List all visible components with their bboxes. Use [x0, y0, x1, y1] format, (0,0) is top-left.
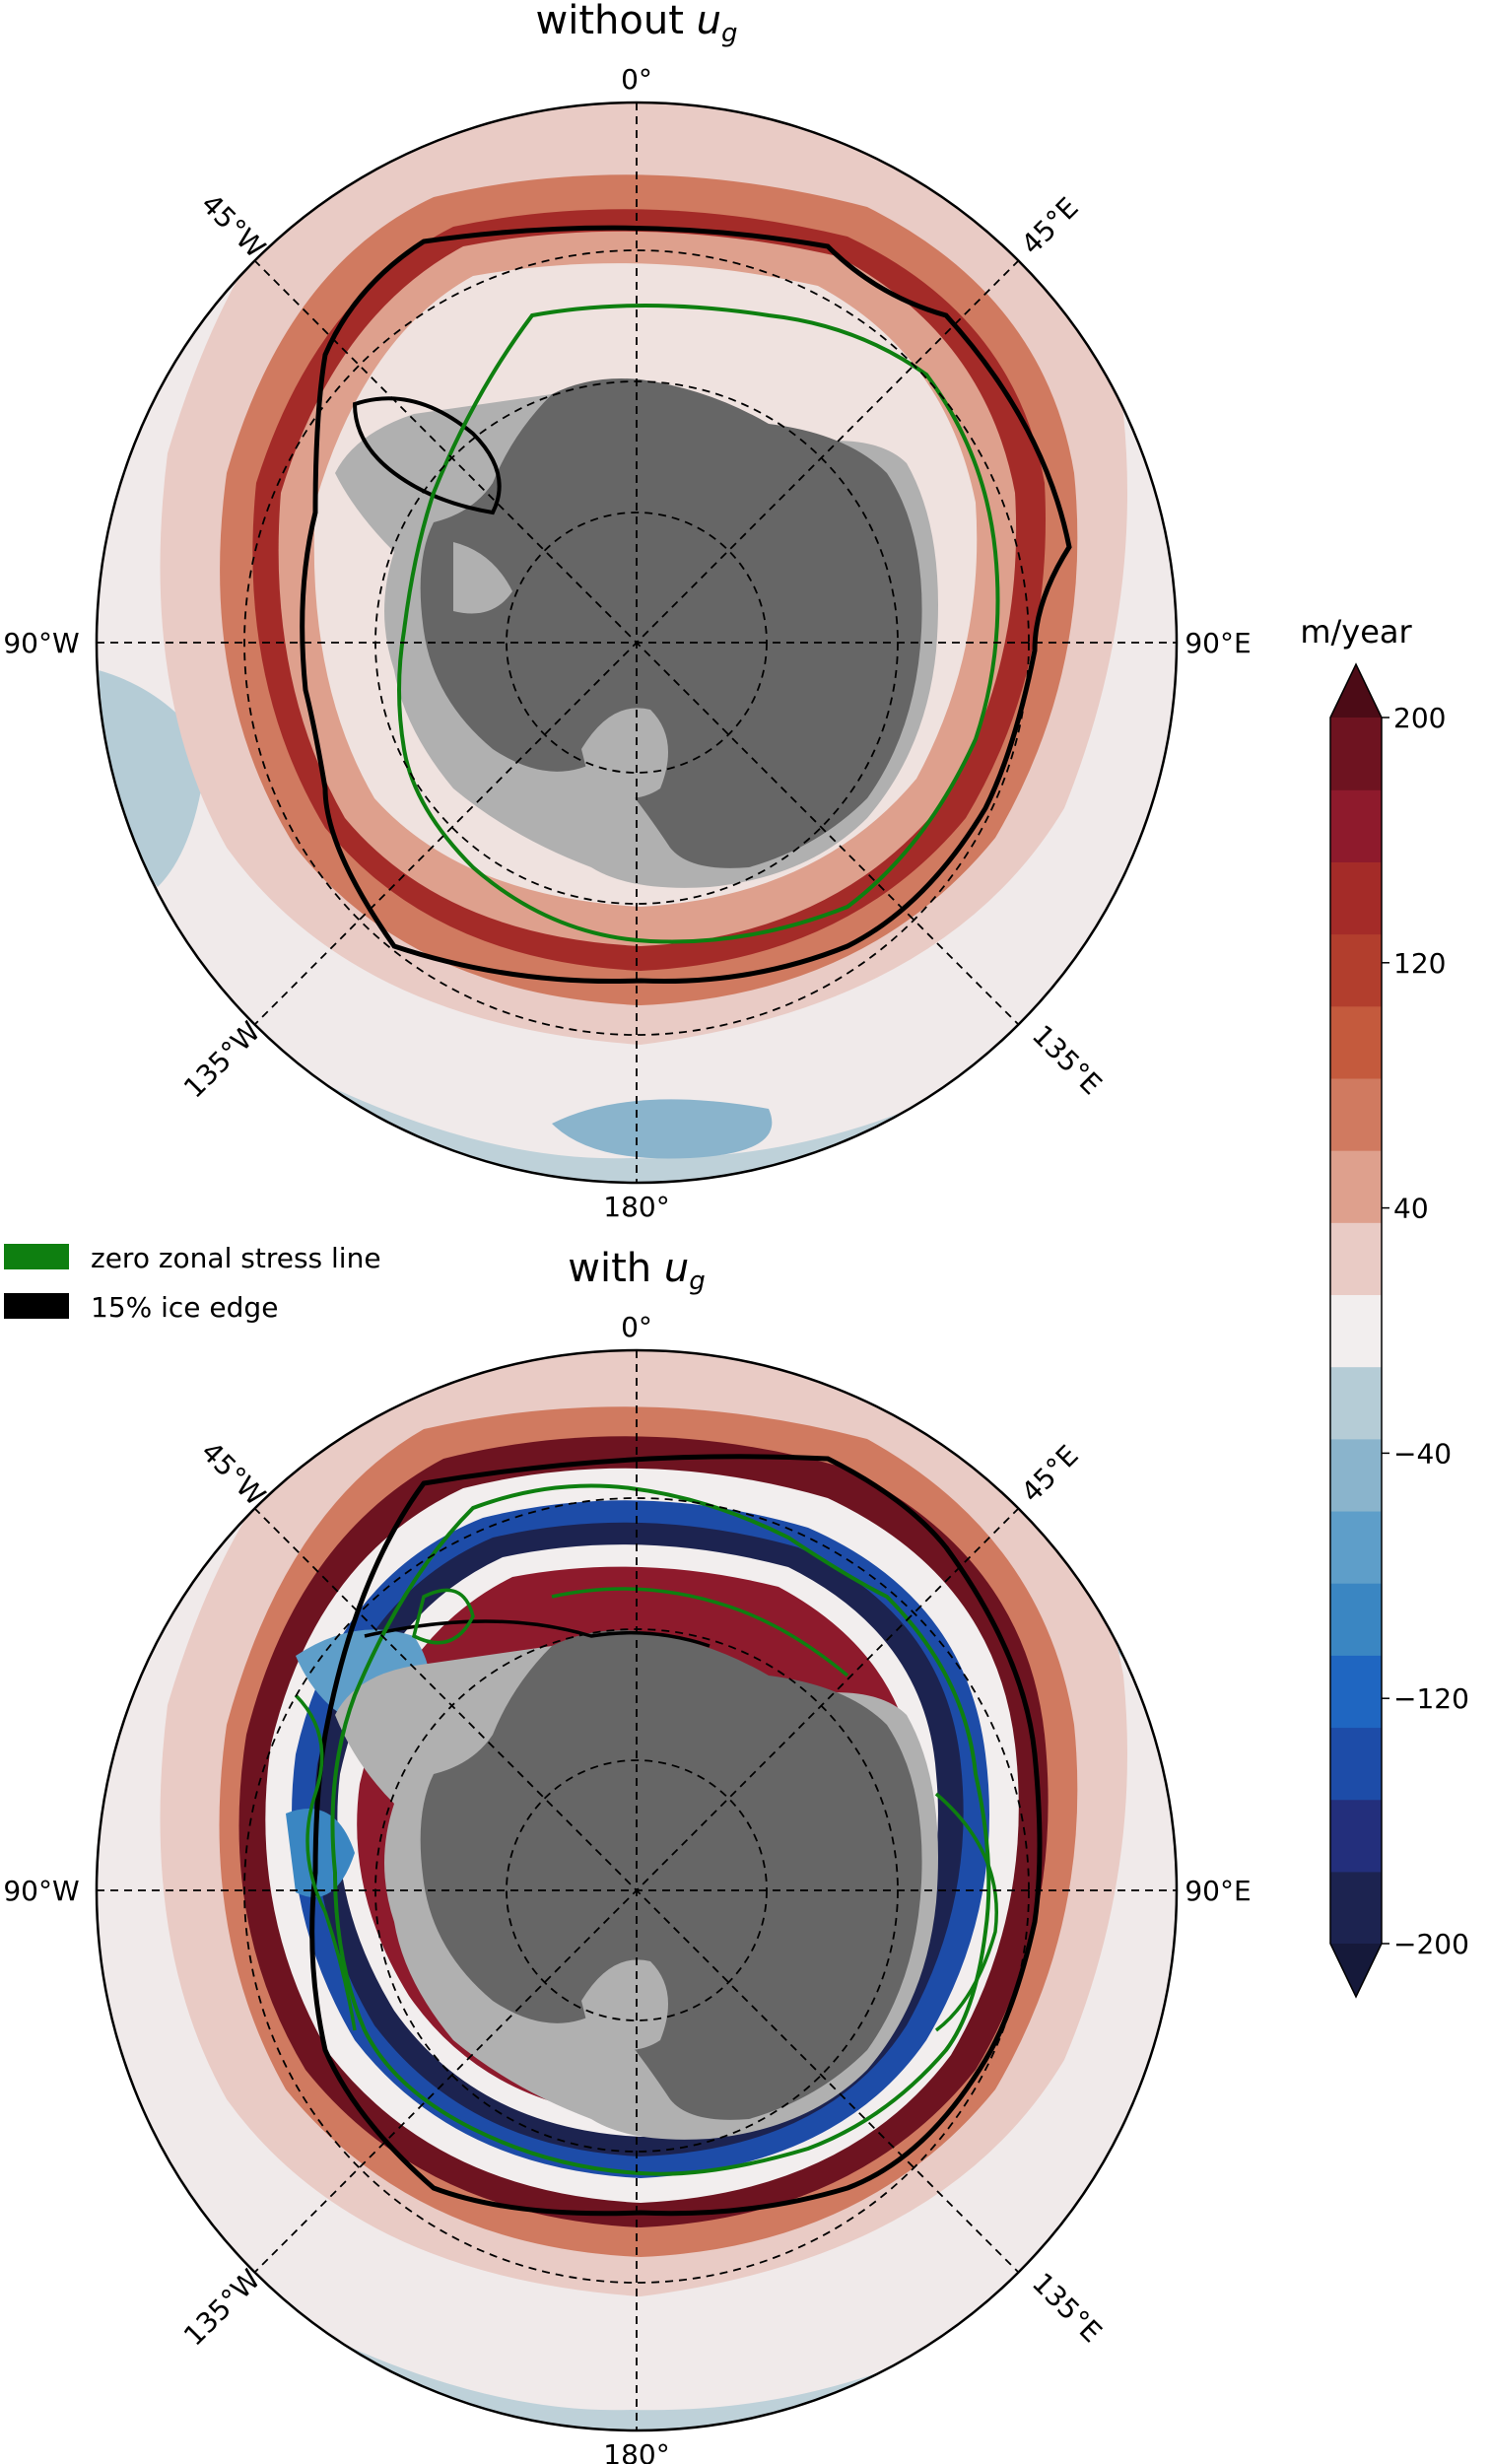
ice-shelf	[453, 542, 512, 614]
colorbar-bins	[1329, 662, 1383, 1999]
colorbar-tick-label: −40	[1393, 1437, 1452, 1470]
legend-swatch-ice-edge	[4, 1293, 69, 1319]
colorbar-bin	[1330, 789, 1382, 862]
zero-stress-contour	[330, 1483, 991, 2176]
legend-label-zero-stress: zero zonal stress line	[91, 1242, 381, 1274]
colorbar-bin	[1330, 1150, 1382, 1223]
ice-edge-contour	[309, 1454, 1043, 2217]
lon-label-left: 90°W	[3, 627, 79, 659]
map-boundary	[95, 101, 1179, 1185]
negative-velocity-region	[552, 1099, 773, 1159]
colorbar-bin	[1330, 1294, 1382, 1368]
lon-label-nw: 45°W	[195, 187, 272, 264]
panel-title: without ug	[536, 0, 738, 48]
polar-map	[97, 103, 1177, 1183]
colorbar-unit: m/year	[1300, 613, 1412, 650]
lon-label-se: 135°E	[1026, 2267, 1109, 2350]
zero-stress-contour	[294, 1693, 357, 2031]
lon-label-sw: 135°W	[177, 2263, 267, 2353]
legend: zero zonal stress line 15% ice edge	[4, 1242, 381, 1324]
colorbar-tick-label: −120	[1393, 1682, 1469, 1715]
colorbar-bin	[1330, 1799, 1382, 1873]
colorbar-bin	[1330, 1005, 1382, 1079]
lon-label-nw: 45°W	[195, 1435, 272, 1512]
colorbar-tick-label: 200	[1393, 702, 1446, 734]
lon-label-se: 135°E	[1026, 1019, 1109, 1102]
lon-label-sw: 135°W	[177, 1015, 267, 1105]
zero-stress-contour	[934, 1792, 998, 2032]
antarctica-landmass	[420, 1630, 922, 2120]
panel-title: with ug	[568, 1246, 705, 1296]
colorbar-bin	[1330, 861, 1382, 935]
colorbar-bin	[1330, 1871, 1382, 1945]
lon-label-ne: 45°E	[1015, 1439, 1085, 1509]
colorbar-ticks: 200 120 40 −40 −120 −200	[1382, 702, 1469, 1960]
ice-shelf	[581, 708, 668, 798]
colorbar-bin	[1330, 1655, 1382, 1729]
colorbar-bin	[1330, 1366, 1382, 1440]
lon-label-left: 90°W	[3, 1875, 79, 1907]
panel-with-ug: with ug	[3, 1246, 1251, 2464]
lon-label-top: 0°	[621, 1311, 652, 1343]
zero-stress-contour	[397, 304, 1000, 944]
colorbar-tick-label: 120	[1393, 947, 1446, 980]
colorbar-bin	[1330, 1077, 1382, 1151]
colorbar-extend-high	[1330, 664, 1382, 718]
colorbar-bin	[1330, 1510, 1382, 1584]
colorbar-bin	[1330, 1438, 1382, 1512]
ice-edge-contour	[300, 225, 1072, 985]
colorbar-extend-low	[1330, 1944, 1382, 1997]
lon-label-bottom: 180°	[603, 1191, 669, 1223]
graticule	[97, 1350, 1177, 2430]
ice-shelf	[581, 1959, 668, 2050]
lon-label-right: 90°E	[1185, 1875, 1251, 1907]
colorbar-tick-label: 40	[1393, 1193, 1429, 1225]
colorbar: m/year 200 120 40 −40 −120 −200	[1300, 613, 1469, 1999]
legend-label-ice-edge: 15% ice edge	[91, 1291, 278, 1324]
zero-stress-contour	[551, 1587, 849, 1677]
colorbar-tick-label: −200	[1393, 1928, 1469, 1960]
lon-label-top: 0°	[621, 63, 652, 96]
ice-edge-contour	[364, 1619, 711, 1648]
lon-label-ne: 45°E	[1015, 191, 1085, 261]
lon-label-bottom: 180°	[603, 2438, 669, 2464]
polar-map	[97, 1350, 1177, 2430]
colorbar-bin	[1330, 1583, 1382, 1656]
colorbar-bin	[1330, 933, 1382, 1007]
ice-edge-contour	[352, 396, 502, 515]
graticule	[97, 103, 1177, 1183]
colorbar-bin	[1330, 1727, 1382, 1801]
antarctica-landmass	[420, 378, 922, 868]
colorbar-bin	[1330, 1222, 1382, 1296]
legend-swatch-zero-stress	[4, 1244, 69, 1269]
panel-without-ug: without ug	[3, 0, 1251, 1223]
lon-label-right: 90°E	[1185, 627, 1251, 659]
mixed-velocity-region	[286, 1809, 355, 1897]
zero-stress-contour	[411, 1588, 475, 1645]
colorbar-bin	[1330, 718, 1382, 790]
map-boundary	[95, 1348, 1179, 2432]
